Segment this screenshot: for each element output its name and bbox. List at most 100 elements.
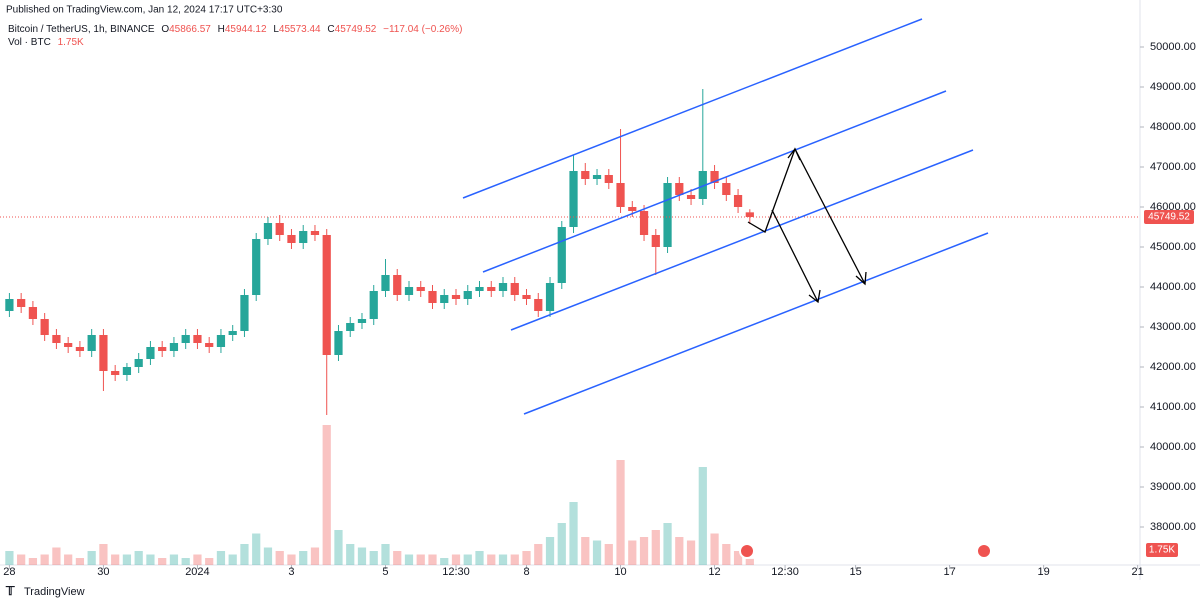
volume-bar [404,554,414,565]
y-tick-label: 42000.00 [1150,361,1196,373]
candle-body [557,227,566,283]
candle-body [581,171,590,179]
candle-body [498,283,508,291]
volume-bar [451,554,461,565]
volume-badge [1146,543,1178,557]
arrowhead [808,289,821,304]
volume-bar [322,425,331,565]
candle-body [510,283,519,295]
volume-bar [710,533,719,565]
volume-bar [64,554,73,565]
candle-body [99,335,108,371]
y-tick-label: 40000.00 [1150,441,1196,453]
candle-body [299,231,308,243]
y-tick-label: 38000.00 [1150,521,1196,533]
candle-body [17,299,26,307]
y-tick-label: 48000.00 [1150,121,1196,133]
candle-body [193,335,202,343]
volume-bar [722,544,731,565]
candle-body [592,175,602,179]
volume-bar [299,551,308,565]
volume-bar [557,523,566,565]
candle-body [698,171,707,199]
volume-bar [487,554,496,565]
volume-bar [158,558,167,565]
volume-bar [663,523,672,565]
arrowhead [855,271,867,286]
volume-bar [310,547,320,565]
candle-body [146,347,155,359]
volume-bar [122,554,132,565]
volume-bar [75,558,85,565]
candle-body [451,295,461,299]
volume-bar [686,540,696,565]
candle-body [346,323,355,331]
candle-body [216,335,226,347]
candle-body [675,183,684,195]
ohlc-key: L [273,24,279,35]
volume-bar [134,551,143,565]
x-tick-label: 30 [97,566,109,578]
volume-bar [40,554,49,565]
volume-bar [169,554,179,565]
volume-bar [240,544,249,565]
candle-body [64,343,73,347]
ohlc-key: H [218,24,225,35]
projection-path [771,209,819,303]
y-tick-label: 45000.00 [1150,241,1196,253]
volume-bar [498,554,508,565]
volume-bar [545,537,555,565]
ohlc-key: C [327,24,334,35]
volume-bar [52,547,61,565]
candle-body [240,295,249,331]
volume-title: Vol · BTC [8,37,51,48]
x-tick-label: 17 [943,566,955,578]
volume-bar [416,554,425,565]
x-tick-label: 28 [3,566,15,578]
volume-bar [522,551,531,565]
ohlc-value: 45866.57 [169,24,211,35]
volume-bar [569,502,578,565]
volume-bar [651,530,660,565]
channel-line [462,18,923,199]
volume-bar [193,554,202,565]
x-tick-label: 5 [382,566,388,578]
candle-body [651,235,660,247]
candle-body [28,307,38,319]
candle-body [181,335,190,343]
x-tick-label: 21 [1132,566,1144,578]
candle-body [381,275,390,291]
x-tick-label: 12:30 [442,566,470,578]
volume-bar [698,467,707,565]
candle-body [686,195,696,199]
x-tick-label: 12 [708,566,720,578]
volume-bar [463,554,472,565]
volume-bar [440,558,449,565]
candle-body [134,359,143,367]
volume-bar [252,533,261,565]
volume-bar [216,551,226,565]
candle-body [40,319,49,335]
candle-body [393,275,402,295]
volume-bar [393,551,402,565]
candle-body [416,287,425,291]
volume-bar [5,551,14,565]
candle-body [334,331,343,355]
volume-bar [99,544,108,565]
ohlc-value: 45944.12 [225,24,267,35]
volume-bar [628,540,637,565]
candle-body [522,295,531,299]
event-icon [739,543,755,559]
legend: Bitcoin / TetherUS, 1h, BINANCE O45866.5… [8,24,462,35]
y-tick-label: 50000.00 [1150,41,1196,53]
volume-bar [381,544,390,565]
candle-body [604,175,613,183]
volume-bar [581,537,590,565]
event-icons [739,543,992,559]
volume-bar [616,460,625,565]
projection-path [747,147,866,285]
candle-body [404,287,414,295]
candle-body [733,195,743,207]
candle-body [440,295,449,303]
y-tick-label: 47000.00 [1150,161,1196,173]
